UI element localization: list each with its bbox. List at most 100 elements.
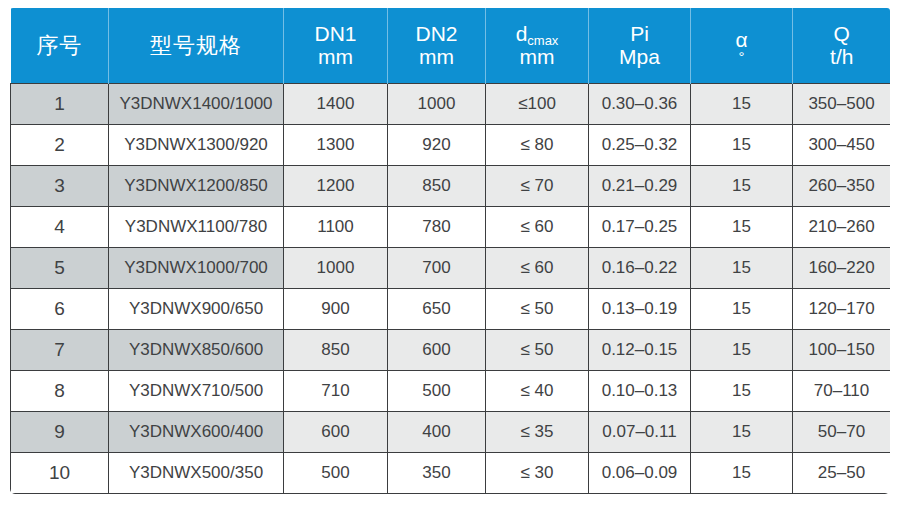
cell-dn1: 500: [284, 453, 388, 494]
col-header-dn2: DN2 mm: [388, 8, 486, 84]
table-body: 1Y3DNWX1400/100014001000≤1000.30–0.36153…: [11, 84, 891, 494]
cell-dn1: 850: [284, 330, 388, 371]
cell-dn1: 900: [284, 289, 388, 330]
cell-index: 4: [11, 207, 109, 248]
table-row: 1Y3DNWX1400/100014001000≤1000.30–0.36153…: [11, 84, 891, 125]
cell-dcmax: ≤ 35: [486, 412, 589, 453]
cell-alpha: 15: [691, 371, 793, 412]
col-header-index-label: 序号: [36, 33, 82, 58]
cell-dn1: 1000: [284, 248, 388, 289]
cell-dn2: 780: [388, 207, 486, 248]
cell-index: 7: [11, 330, 109, 371]
cell-q: 350–500: [793, 84, 891, 125]
col-header-model-label: 型号规格: [150, 33, 242, 58]
cell-dn1: 600: [284, 412, 388, 453]
cell-index: 8: [11, 371, 109, 412]
col-header-dn2-unit: mm: [388, 46, 485, 69]
cell-dn2: 850: [388, 166, 486, 207]
cell-dcmax: ≤ 60: [486, 207, 589, 248]
col-header-q-symbol: Q: [793, 23, 890, 46]
cell-dcmax: ≤100: [486, 84, 589, 125]
col-header-dn2-symbol: DN2: [388, 23, 485, 46]
cell-alpha: 15: [691, 166, 793, 207]
cell-alpha: 15: [691, 84, 793, 125]
cell-dn2: 650: [388, 289, 486, 330]
cell-q: 260–350: [793, 166, 891, 207]
cell-dcmax: ≤ 80: [486, 125, 589, 166]
cell-index: 1: [11, 84, 109, 125]
cell-model: Y3DNWX500/350: [109, 453, 284, 494]
cell-index: 6: [11, 289, 109, 330]
cell-dcmax: ≤ 60: [486, 248, 589, 289]
cell-index: 10: [11, 453, 109, 494]
cell-q: 25–50: [793, 453, 891, 494]
cell-dn1: 1300: [284, 125, 388, 166]
cell-model: Y3DNWX1000/700: [109, 248, 284, 289]
cell-dn2: 400: [388, 412, 486, 453]
col-header-dcmax-symbol: dcmax: [486, 23, 588, 46]
cell-q: 50–70: [793, 412, 891, 453]
col-header-pi: Pi Mpa: [589, 8, 691, 84]
spec-table-wrapper: 序号 型号规格 DN1 mm DN2 mm dcmax mm: [10, 8, 890, 494]
table-row: 6Y3DNWX900/650900650≤ 500.13–0.1915120–1…: [11, 289, 891, 330]
cell-pi: 0.16–0.22: [589, 248, 691, 289]
cell-q: 210–260: [793, 207, 891, 248]
cell-model: Y3DNWX600/400: [109, 412, 284, 453]
table-row: 10Y3DNWX500/350500350≤ 300.06–0.091525–5…: [11, 453, 891, 494]
spec-table: 序号 型号规格 DN1 mm DN2 mm dcmax mm: [10, 8, 890, 494]
col-header-model: 型号规格: [109, 8, 284, 84]
cell-dcmax: ≤ 30: [486, 453, 589, 494]
cell-alpha: 15: [691, 125, 793, 166]
header-row: 序号 型号规格 DN1 mm DN2 mm dcmax mm: [11, 8, 891, 84]
col-header-alpha: α °: [691, 8, 793, 84]
col-header-alpha-unit: °: [691, 51, 792, 62]
cell-alpha: 15: [691, 453, 793, 494]
cell-model: Y3DNWX900/650: [109, 289, 284, 330]
table-row: 5Y3DNWX1000/7001000700≤ 600.16–0.2215160…: [11, 248, 891, 289]
cell-dn1: 710: [284, 371, 388, 412]
col-header-index: 序号: [11, 8, 109, 84]
col-header-pi-unit: Mpa: [589, 46, 690, 69]
cell-q: 100–150: [793, 330, 891, 371]
cell-dn2: 500: [388, 371, 486, 412]
cell-q: 160–220: [793, 248, 891, 289]
cell-alpha: 15: [691, 248, 793, 289]
cell-pi: 0.13–0.19: [589, 289, 691, 330]
table-row: 4Y3DNWX1100/7801100780≤ 600.17–0.2515210…: [11, 207, 891, 248]
cell-dn2: 600: [388, 330, 486, 371]
cell-index: 2: [11, 125, 109, 166]
cell-alpha: 15: [691, 207, 793, 248]
table-row: 8Y3DNWX710/500710500≤ 400.10–0.131570–11…: [11, 371, 891, 412]
table-row: 9Y3DNWX600/400600400≤ 350.07–0.111550–70: [11, 412, 891, 453]
cell-dn1: 1200: [284, 166, 388, 207]
cell-dn2: 920: [388, 125, 486, 166]
table-row: 3Y3DNWX1200/8501200850≤ 700.21–0.2915260…: [11, 166, 891, 207]
cell-pi: 0.12–0.15: [589, 330, 691, 371]
cell-alpha: 15: [691, 412, 793, 453]
col-header-dcmax-unit: mm: [486, 46, 588, 69]
cell-dcmax: ≤ 70: [486, 166, 589, 207]
cell-pi: 0.25–0.32: [589, 125, 691, 166]
table-row: 2Y3DNWX1300/9201300920≤ 800.25–0.3215300…: [11, 125, 891, 166]
cell-model: Y3DNWX1200/850: [109, 166, 284, 207]
cell-dcmax: ≤ 40: [486, 371, 589, 412]
cell-pi: 0.30–0.36: [589, 84, 691, 125]
col-header-dn1: DN1 mm: [284, 8, 388, 84]
cell-model: Y3DNWX710/500: [109, 371, 284, 412]
cell-pi: 0.21–0.29: [589, 166, 691, 207]
table-row: 7Y3DNWX850/600850600≤ 500.12–0.1515100–1…: [11, 330, 891, 371]
cell-alpha: 15: [691, 289, 793, 330]
cell-model: Y3DNWX1400/1000: [109, 84, 284, 125]
col-header-dn1-unit: mm: [284, 46, 387, 69]
cell-q: 70–110: [793, 371, 891, 412]
cell-dcmax: ≤ 50: [486, 289, 589, 330]
cell-dn2: 350: [388, 453, 486, 494]
cell-model: Y3DNWX1100/780: [109, 207, 284, 248]
col-header-dcmax: dcmax mm: [486, 8, 589, 84]
cell-dn2: 700: [388, 248, 486, 289]
col-header-q-unit: t/h: [793, 46, 890, 69]
col-header-dn1-symbol: DN1: [284, 23, 387, 46]
cell-pi: 0.07–0.11: [589, 412, 691, 453]
cell-index: 9: [11, 412, 109, 453]
col-header-q: Q t/h: [793, 8, 891, 84]
